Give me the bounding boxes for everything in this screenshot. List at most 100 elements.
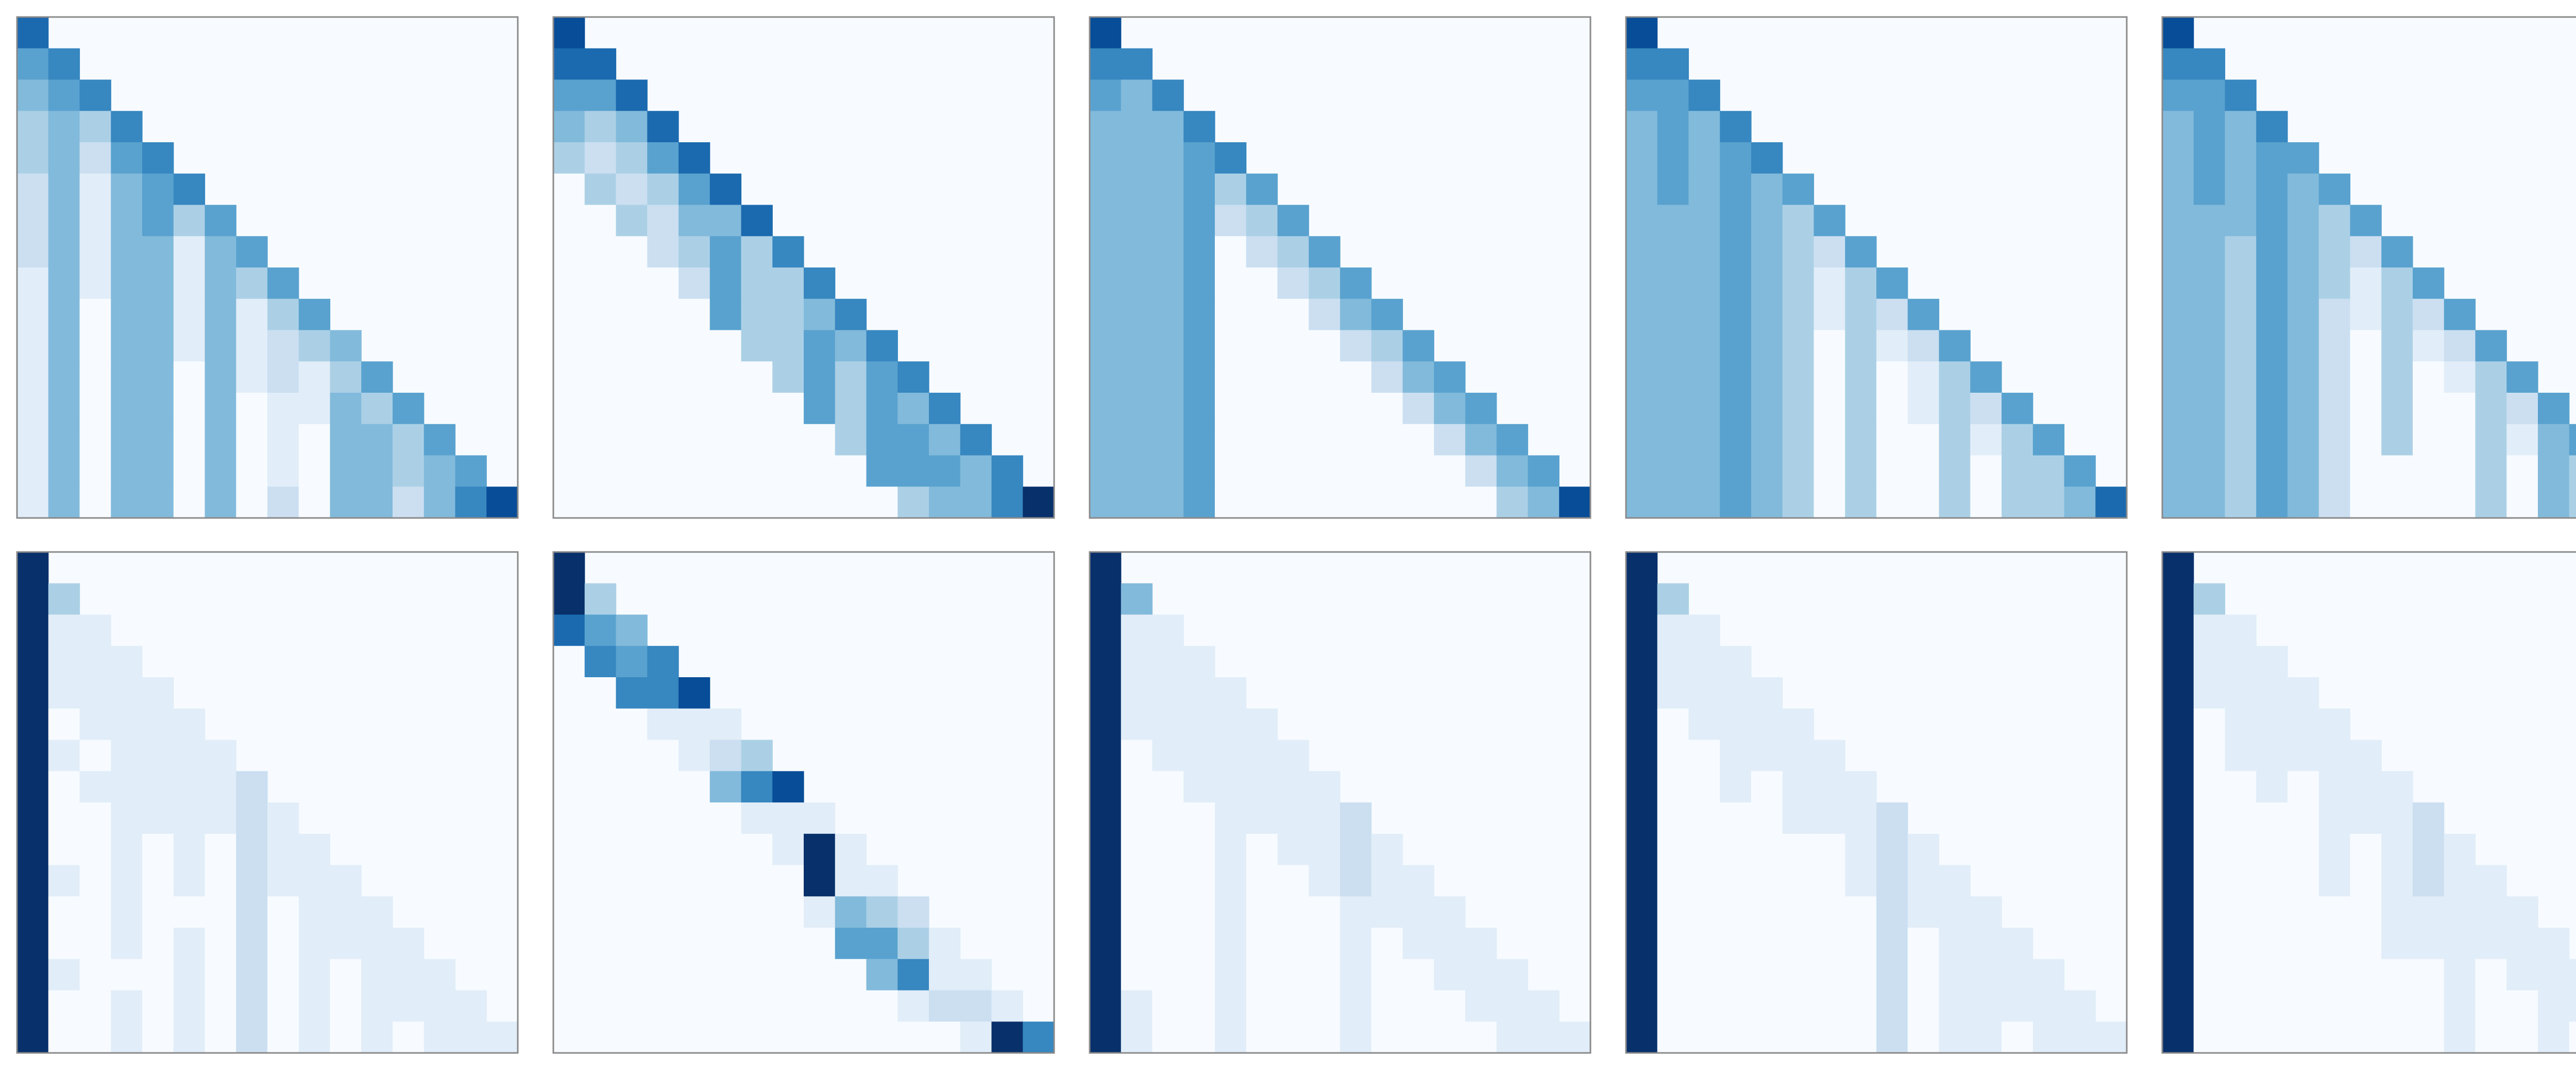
heatmap-cell	[1939, 928, 1971, 960]
heatmap-cell	[1970, 393, 2002, 425]
heatmap-cell	[236, 393, 268, 425]
heatmap-cell	[1720, 1021, 1752, 1053]
heatmap-cell	[1751, 896, 1783, 928]
heatmap-cell	[1814, 865, 1845, 897]
heatmap-cell	[17, 740, 49, 772]
heatmap-cell	[2381, 990, 2413, 1022]
heatmap-cell	[2225, 865, 2257, 897]
heatmap-cell	[1277, 928, 1309, 960]
heatmap-cell	[2475, 928, 2507, 960]
heatmap-cell	[2162, 267, 2194, 299]
heatmap-cell	[48, 802, 80, 834]
heatmap-cell	[866, 865, 898, 897]
heatmap-cell	[2538, 455, 2570, 487]
heatmap-cell	[298, 393, 331, 425]
heatmap-cell	[2193, 959, 2226, 991]
heatmap-cell	[205, 330, 236, 362]
heatmap-cell	[2287, 802, 2319, 834]
heatmap-cell	[2032, 424, 2065, 456]
heatmap-cell	[679, 865, 710, 897]
heatmap-cell	[1465, 990, 1497, 1022]
heatmap-cell	[2162, 833, 2194, 866]
heatmap-cell	[804, 393, 836, 425]
heatmap-cell	[709, 928, 742, 960]
heatmap-cell	[2225, 298, 2257, 331]
heatmap-cell	[330, 393, 362, 425]
heatmap-cell	[1340, 487, 1372, 518]
heatmap-cell	[2256, 959, 2288, 991]
heatmap-cell	[2193, 79, 2226, 111]
heatmap-cell	[616, 708, 648, 741]
heatmap-cell	[2350, 959, 2382, 991]
heatmap-cell	[2506, 896, 2538, 928]
heatmap-cell	[1970, 1021, 2002, 1053]
heatmap-cell	[647, 487, 679, 518]
heatmap-cell	[393, 1021, 425, 1053]
heatmap-cell	[960, 959, 992, 991]
heatmap-cell	[1246, 802, 1278, 834]
heatmap-cell	[1688, 896, 1720, 928]
heatmap-cell	[2032, 487, 2065, 518]
heatmap-cell	[17, 424, 49, 456]
heatmap-cell	[79, 173, 111, 206]
heatmap-cell	[236, 487, 268, 518]
heatmap-cell	[835, 298, 867, 331]
heatmap-cell	[423, 424, 456, 456]
heatmap-cell	[1657, 583, 1689, 615]
heatmap-cell	[205, 896, 236, 928]
heatmap-cell	[804, 330, 836, 362]
heatmap-cell	[393, 487, 425, 518]
heatmap-cell	[616, 959, 648, 991]
heatmap-cell	[1465, 487, 1497, 518]
heatmap-cell	[679, 487, 710, 518]
heatmap-cell	[1720, 802, 1752, 834]
heatmap-cell	[1626, 267, 1658, 299]
heatmap-cell	[173, 865, 206, 897]
heatmap-cell	[2538, 393, 2570, 425]
heatmap-cell	[2475, 455, 2507, 487]
heatmap-cell	[48, 677, 80, 709]
heatmap-cell	[2381, 896, 2413, 928]
heatmap-cell	[2475, 865, 2507, 897]
heatmap-cell	[584, 959, 617, 991]
heatmap-cell	[584, 740, 617, 772]
heatmap-cell	[1371, 928, 1403, 960]
heatmap-cell	[1090, 583, 1122, 615]
heatmap-cell	[111, 708, 143, 741]
heatmap-cell	[111, 205, 143, 237]
heatmap-cell	[142, 236, 174, 268]
heatmap-cell	[423, 487, 456, 518]
heatmap-cell	[1970, 959, 2002, 991]
heatmap-cell	[1121, 79, 1153, 111]
heatmap-cell	[741, 205, 773, 237]
heatmap-cell	[2193, 740, 2226, 772]
heatmap-cell	[1183, 455, 1215, 487]
heatmap-cell	[584, 267, 617, 299]
heatmap-cell	[173, 990, 206, 1022]
heatmap-cell	[1657, 455, 1689, 487]
heatmap-cell	[142, 455, 174, 487]
heatmap-cell	[205, 740, 236, 772]
heatmap-cell	[1814, 1021, 1845, 1053]
heatmap-cell	[2413, 424, 2445, 456]
heatmap-cell	[2318, 1021, 2351, 1053]
heatmap-cell	[1152, 802, 1184, 834]
heatmap-cell	[553, 959, 585, 991]
heatmap-cell	[2287, 487, 2319, 518]
heatmap-cell	[1907, 298, 1940, 331]
heatmap-cell	[79, 708, 111, 741]
heatmap-cell	[1183, 330, 1215, 362]
heatmap-cell	[804, 424, 836, 456]
heatmap-cell	[111, 267, 143, 299]
heatmap-cell	[330, 330, 362, 362]
heatmap-cell	[929, 487, 961, 518]
heatmap-cell	[553, 361, 585, 393]
heatmap-cell	[647, 928, 679, 960]
heatmap-cell	[2538, 990, 2570, 1022]
heatmap-cell	[2162, 802, 2194, 834]
heatmap-cell	[1246, 708, 1278, 741]
heatmap-cell	[647, 393, 679, 425]
heatmap-cell	[647, 173, 679, 206]
heatmap-cell	[330, 896, 362, 928]
heatmap-cell	[1720, 330, 1752, 362]
